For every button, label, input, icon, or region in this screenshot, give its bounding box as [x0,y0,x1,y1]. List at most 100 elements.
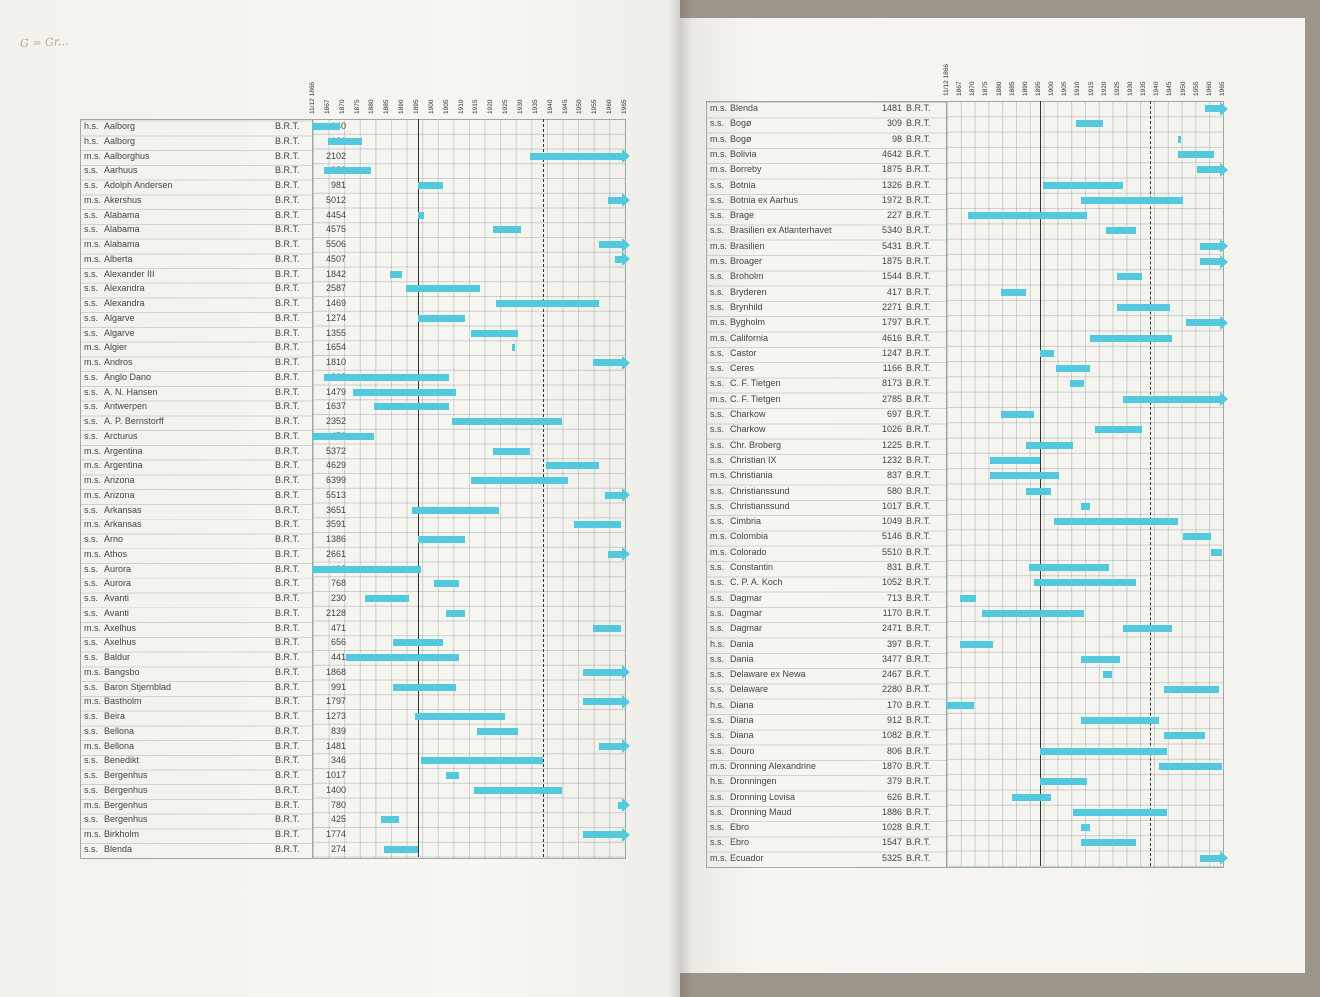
table-row: s.s. Charkow 1026 B.R.T. [706,422,946,437]
tonnage-unit: B.R.T. [275,563,300,574]
vessel-name: Arkansas [104,504,142,515]
service-bar [959,640,993,648]
left-year-header: 1930 [517,99,524,114]
vessel-name: Alabama [104,239,140,249]
vessel-tonnage: 230 [330,593,346,603]
table-row: s.s. Dania 3477 B.R.T. [706,652,946,667]
vessel-name: Dania [730,653,754,664]
left-label-column [80,119,313,859]
service-bar [1122,395,1220,403]
tonnage-unit: B.R.T. [906,760,931,771]
table-row: m.s. Christiania 837 B.R.T. [706,468,946,483]
tonnage-unit: B.R.T. [275,666,300,677]
vessel-name: Birkholm [104,829,140,839]
service-bar [496,300,600,307]
vessel-tonnage: 274 [330,843,346,854]
vessel-type: m.s. [710,393,727,404]
tonnage-unit: B.R.T. [906,806,931,817]
table-row: m.s. Alberta 4507 B.R.T. [80,252,346,267]
service-bar [981,609,1084,617]
tonnage-unit: B.R.T. [275,755,300,766]
service-bar [393,683,456,691]
tonnage-unit: B.R.T. [906,286,931,297]
vessel-type: s.s. [710,715,725,725]
table-row: s.s. Algarve 1274 B.R.T. [80,311,346,326]
continuation-arrow-icon [1220,101,1228,116]
vessel-name: Bogø [730,118,752,129]
vessel-type: m.s. [84,445,101,456]
service-bar [1039,747,1167,755]
vessel-type: s.s. [710,806,725,817]
vessel-name: Ceres [730,363,755,374]
continuation-arrow-icon [622,694,630,709]
tonnage-unit: B.R.T. [906,424,931,435]
vessel-type: s.s. [710,669,725,680]
left-year-header: 1870 [338,99,346,114]
table-row: m.s. Algier 1654 B.R.T. [80,340,346,355]
service-bar [990,472,1060,480]
vessel-type: s.s. [710,607,725,618]
vessel-name: Dronningen [730,776,777,787]
service-bar [1210,548,1222,556]
vessel-tonnage: 2467 [881,669,902,680]
vessel-type: s.s. [710,271,725,282]
vessel-type: s.s. [710,118,725,129]
vessel-type: s.s. [710,653,725,664]
vessel-tonnage: 1797 [881,317,902,328]
service-bar [393,639,444,647]
service-bar [324,373,450,381]
tonnage-unit: B.R.T. [906,485,931,496]
table-row: s.s. Dagmar 2471 B.R.T. [706,621,946,636]
table-row: s.s. Cimbria 1049 B.R.T. [706,514,946,529]
left-timeline-grid [312,119,626,859]
vessel-type: m.s. [710,240,727,251]
tonnage-unit: B.R.T. [275,386,300,397]
table-row: m.s. Brasilien 5431 B.R.T. [706,239,946,254]
tonnage-unit: B.R.T. [906,256,931,266]
tonnage-unit: B.R.T. [906,653,931,664]
right-marker-line [1039,101,1041,866]
vessel-name: Brasilien ex Atlanterhavet [730,225,832,236]
vessel-tonnage: 1868 [325,666,346,677]
table-row: s.s. Botnia ex Aarhus 1972 B.R.T. [706,193,946,208]
vessel-name: Athos [104,548,128,559]
service-bar [1158,762,1222,770]
vessel-name: Borreby [730,164,762,175]
tonnage-unit: B.R.T. [906,776,931,787]
vessel-name: Alexandra [104,298,145,308]
vessel-tonnage: 1326 [881,179,902,190]
service-bar [492,447,531,455]
table-row: s.s. Alexandra 2587 B.R.T. [80,281,346,296]
vessel-tonnage: 4616 [881,332,902,343]
vessel-name: Bygholm [730,317,766,328]
service-bar [511,344,515,352]
vessel-tonnage: 227 [886,210,902,221]
table-row: s.s.Arcturus472B.R.T. [80,429,346,444]
tonnage-unit: B.R.T. [275,534,300,544]
table-row: s.s. Diana 912 B.R.T. [706,713,946,728]
vessel-tonnage: 5506 [325,239,346,249]
tonnage-unit: B.R.T. [906,332,931,343]
vessel-name: Adolph Andersen [104,180,173,190]
vessel-tonnage: 4454 [325,209,346,220]
vessel-name: Alabama [104,209,140,220]
vessel-type: s.s. [84,430,99,441]
service-bar [1081,839,1137,847]
vessel-name: Dronning Alexandrine [730,760,817,771]
vessel-name: Ebro [730,822,750,833]
vessel-type: s.s. [84,283,99,294]
table-row: s.s. Bergenhus 1017 B.R.T. [80,768,346,783]
tonnage-unit: B.R.T. [906,271,931,282]
tonnage-unit: B.R.T. [275,194,300,205]
table-row: s.s. Arno 1386 B.R.T. [80,532,346,547]
service-bar [1026,441,1073,449]
vessel-type: s.s. [710,791,725,802]
tonnage-unit: B.R.T. [906,837,931,848]
continuation-arrow-icon [622,193,630,208]
service-bar [418,211,425,219]
table-row: s.s. Bryderen 417 B.R.T. [706,285,946,300]
vessel-name: Brasilien [730,240,765,251]
service-bar [959,594,977,602]
left-year-header: 1940 [546,99,554,114]
vessel-tonnage: 768 [330,578,346,589]
